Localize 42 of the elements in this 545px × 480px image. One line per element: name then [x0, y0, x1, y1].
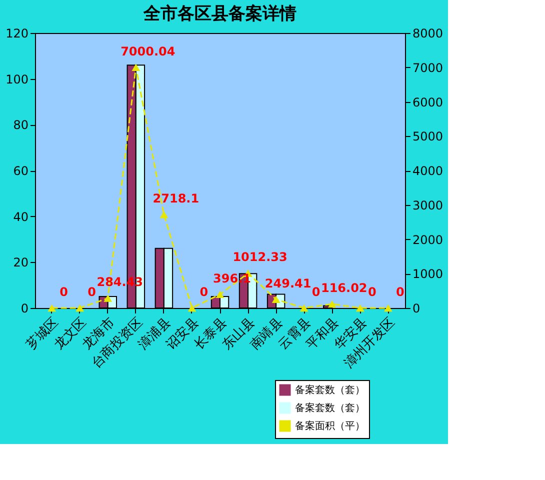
- y-tick-label: 100: [6, 72, 28, 86]
- point: [188, 304, 196, 312]
- point: [328, 300, 336, 308]
- y-tick-label: 40: [13, 210, 28, 224]
- y2-tick-label: 5000: [412, 130, 444, 144]
- y2-tick-label: 2000: [412, 232, 444, 247]
- data-label: 0: [368, 285, 376, 299]
- y2-tick-label: 4000: [412, 164, 444, 178]
- y2-tick-label: 3000: [412, 198, 444, 212]
- point: [48, 304, 56, 312]
- legend-label: 备案套数（套）: [295, 384, 365, 396]
- y-tick-label: 0: [20, 302, 28, 316]
- data-label: 0: [88, 285, 96, 299]
- y2-tick-label: 8000: [412, 26, 444, 40]
- data-label: 0: [312, 285, 320, 299]
- data-label: 0: [200, 285, 208, 299]
- legend-label: 备案面积（平）: [295, 420, 365, 432]
- y2-tick-label: 7000: [412, 60, 444, 75]
- point: [160, 210, 168, 218]
- point: [300, 304, 308, 312]
- data-label: 249.41: [264, 276, 312, 290]
- data-label: 7000.04: [120, 44, 176, 58]
- y-tick-label: 20: [13, 256, 28, 270]
- point: [384, 304, 392, 312]
- chart-title: 全市各区县备案详情: [142, 3, 296, 24]
- data-label: 0: [60, 285, 68, 299]
- y2-tick-label: 1000: [412, 267, 444, 282]
- point: [104, 294, 112, 302]
- point: [356, 304, 364, 312]
- data-label: 1012.33: [232, 250, 288, 264]
- point: [216, 290, 224, 298]
- point: [132, 64, 140, 71]
- data-label: 116.02: [320, 281, 368, 296]
- y-tick-label: 80: [13, 118, 28, 132]
- y2-tick-label: 6000: [412, 95, 444, 110]
- point: [76, 304, 84, 312]
- data-label: 2718.1: [152, 192, 200, 206]
- y2-tick-label: 0: [412, 302, 420, 316]
- y-tick-label: 120: [6, 26, 28, 40]
- legend-label: 备案套数（套）: [295, 402, 365, 414]
- y-tick-label: 60: [13, 164, 28, 178]
- data-label: 0: [396, 285, 404, 299]
